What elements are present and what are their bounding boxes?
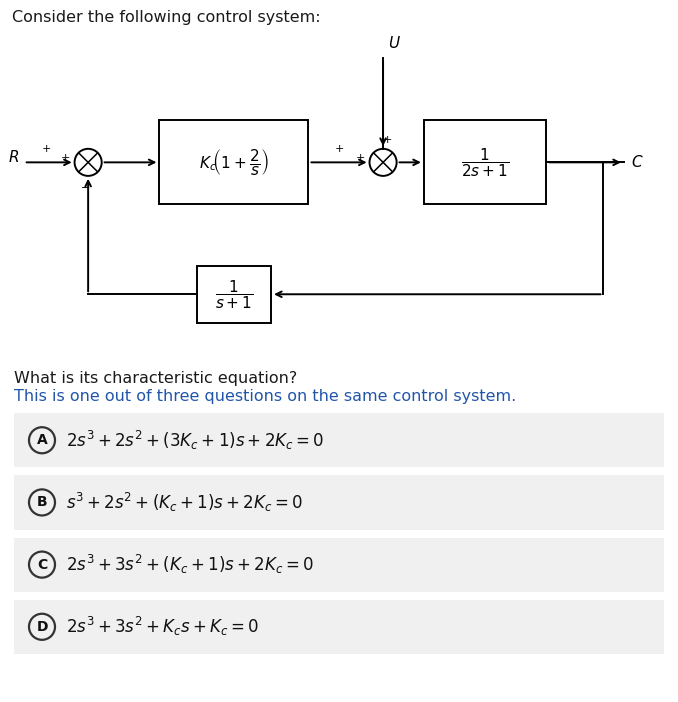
Bar	[197, 265, 271, 323]
Text: +: +	[334, 144, 344, 154]
Text: D: D	[36, 620, 47, 634]
Text: $\dfrac{1}{s+1}$: $\dfrac{1}{s+1}$	[215, 278, 253, 311]
Bar	[14, 413, 664, 468]
Text: B: B	[37, 496, 47, 510]
Text: +: +	[41, 144, 51, 154]
Bar	[14, 538, 664, 592]
Text: What is its characteristic equation?: What is its characteristic equation?	[14, 371, 297, 386]
Text: $\dfrac{1}{2s+1}$: $\dfrac{1}{2s+1}$	[461, 146, 508, 179]
Text: +: +	[382, 135, 392, 145]
Text: $U$: $U$	[388, 34, 401, 51]
Text: $2s^3 + 3s^2 + K_c s + K_c = 0$: $2s^3 + 3s^2 + K_c s + K_c = 0$	[66, 615, 259, 638]
Text: Consider the following control system:: Consider the following control system:	[12, 10, 321, 25]
Text: $-$: $-$	[81, 181, 90, 191]
Text: $R$: $R$	[8, 149, 19, 165]
Text: A: A	[37, 433, 47, 447]
Text: $K_c\!\left(1+\dfrac{2}{s}\right)$: $K_c\!\left(1+\dfrac{2}{s}\right)$	[199, 147, 269, 178]
Text: $C$: $C$	[631, 154, 643, 171]
Text: $2s^3 + 3s^2 + (K_c + 1)s + 2K_c = 0$: $2s^3 + 3s^2 + (K_c + 1)s + 2K_c = 0$	[66, 553, 314, 576]
Text: +: +	[60, 152, 70, 163]
Text: This is one out of three questions on the same control system.: This is one out of three questions on th…	[14, 389, 516, 404]
Text: $2s^3 + 2s^2 + (3K_c + 1)s + 2K_c = 0$: $2s^3 + 2s^2 + (3K_c + 1)s + 2K_c = 0$	[66, 429, 324, 452]
Bar	[424, 121, 546, 204]
Text: +: +	[355, 152, 365, 163]
Text: $s^3 + 2s^2 + (K_c + 1)s + 2K_c = 0$: $s^3 + 2s^2 + (K_c + 1)s + 2K_c = 0$	[66, 491, 303, 514]
Bar	[14, 475, 664, 529]
Text: C: C	[37, 557, 47, 571]
Bar	[14, 600, 664, 654]
Bar	[159, 121, 308, 204]
